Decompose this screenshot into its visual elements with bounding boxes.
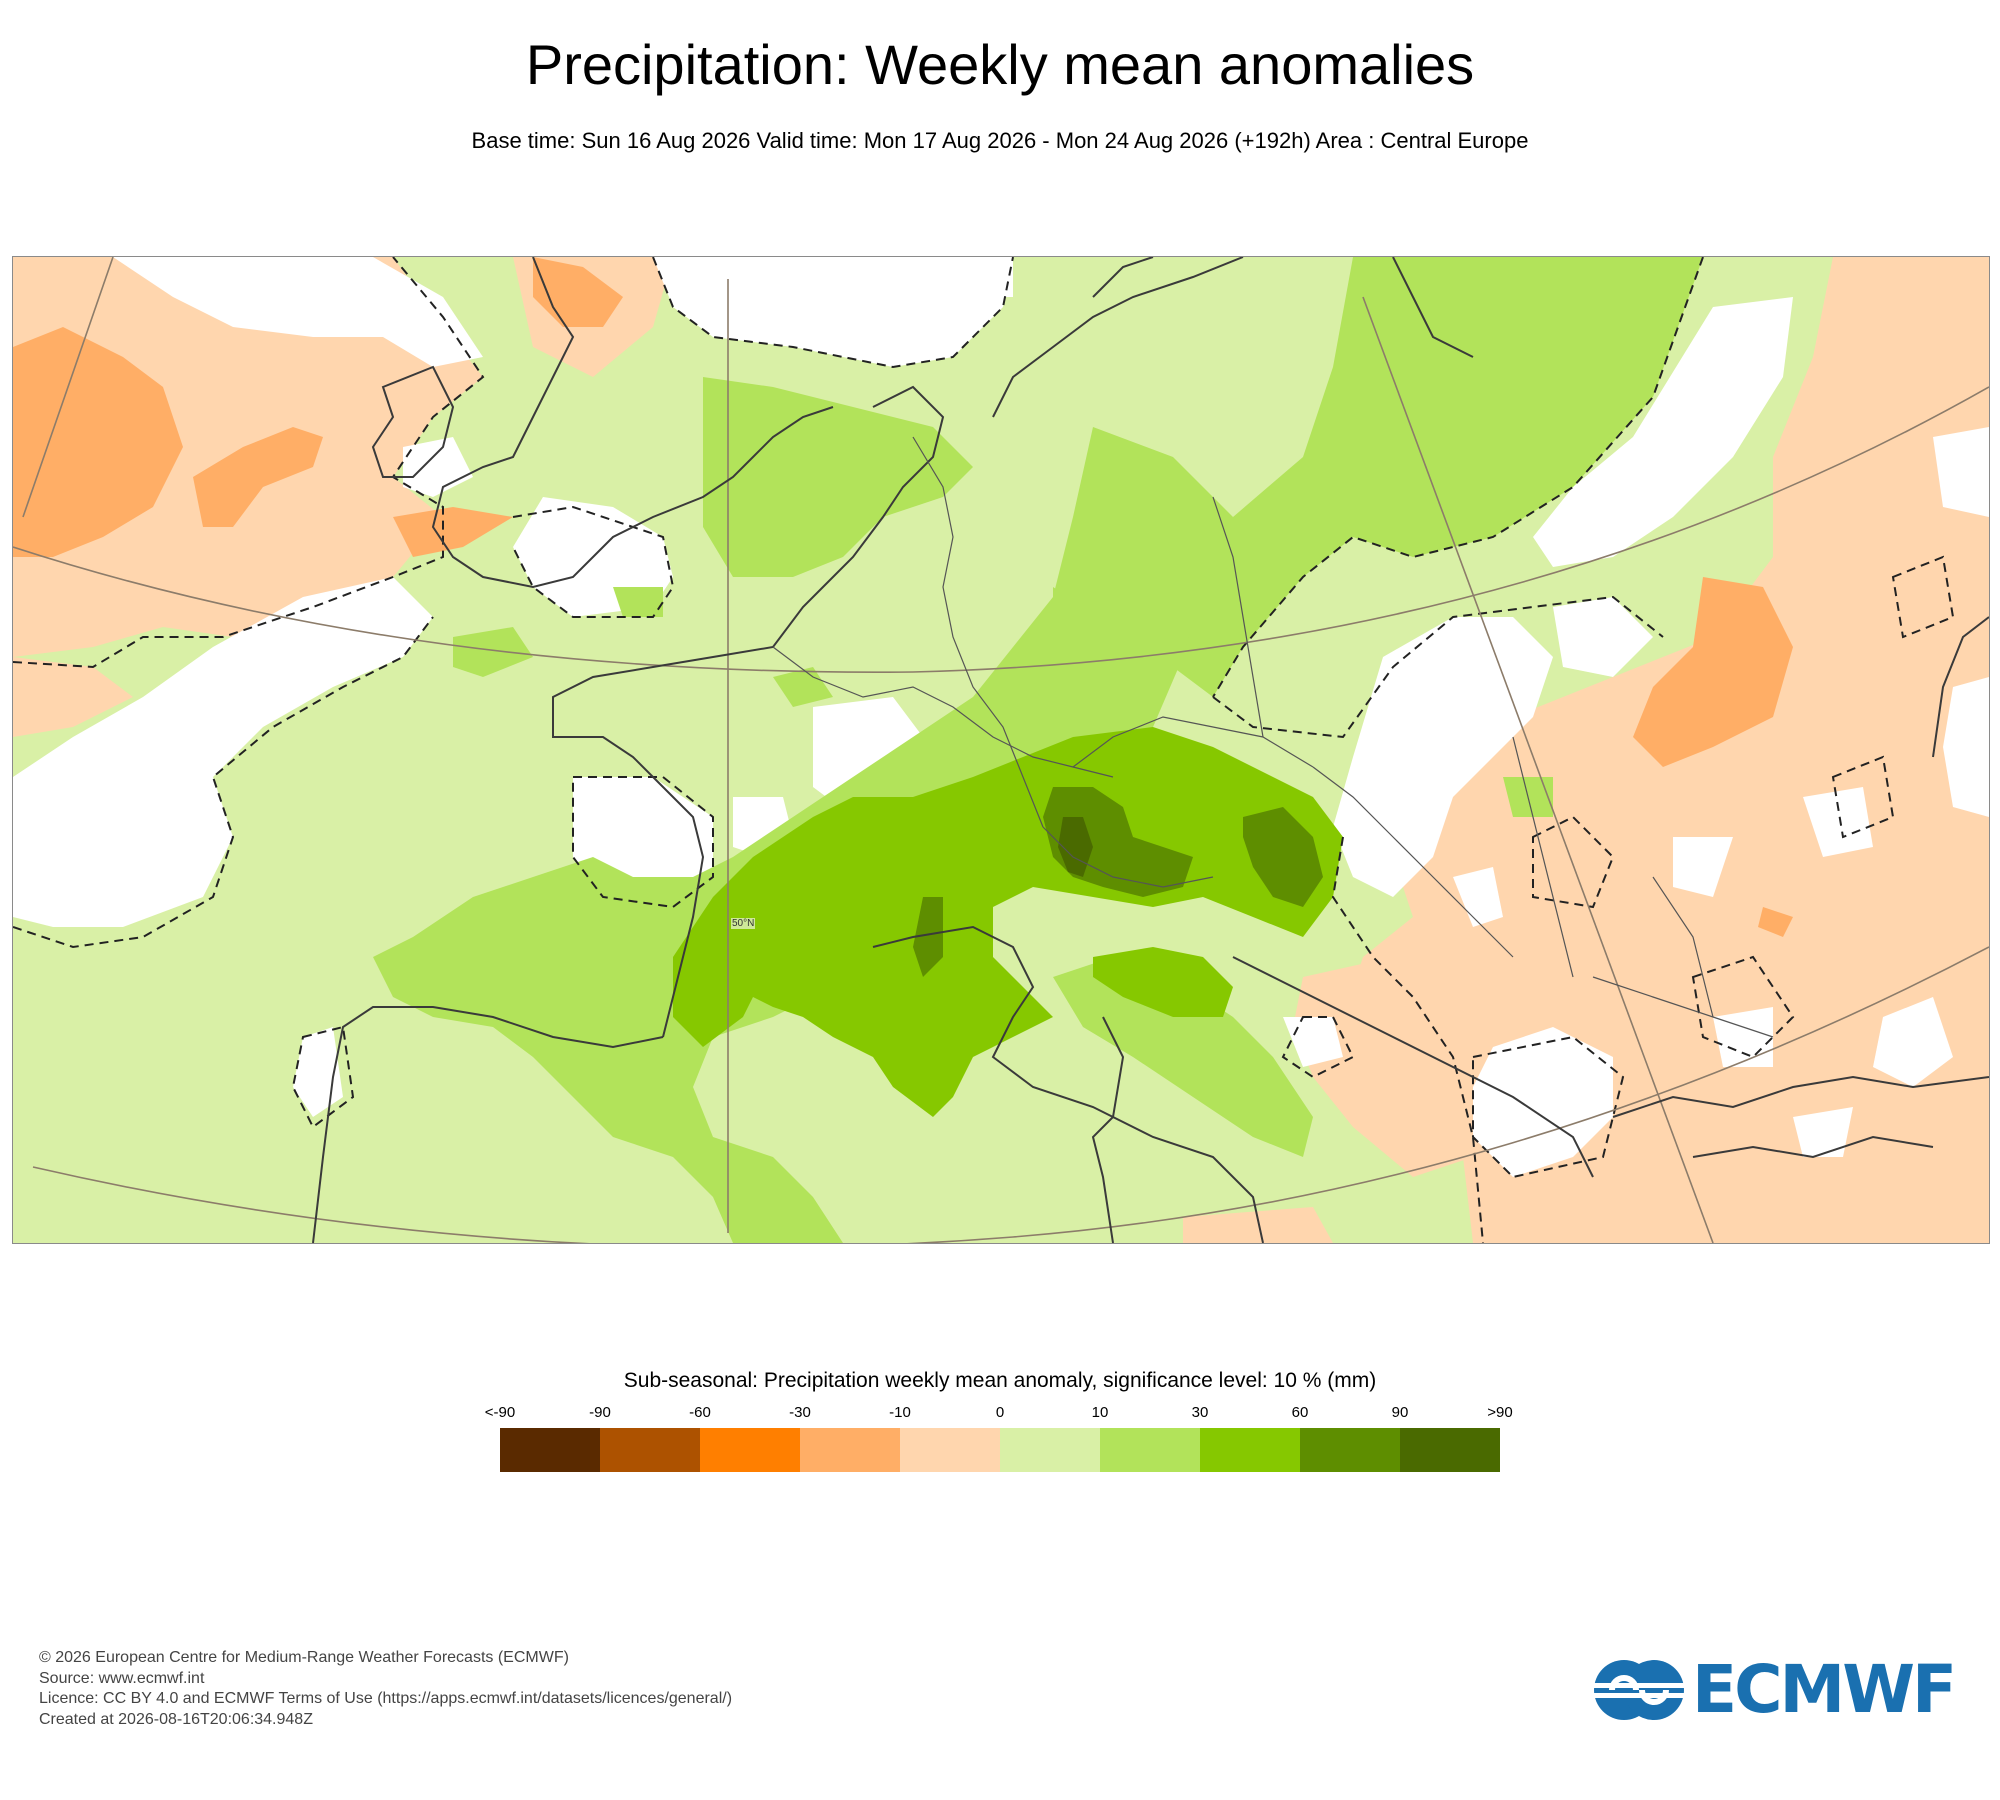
legend-tick-label: -30 <box>789 1404 811 1421</box>
map-canvas <box>13 257 1989 1243</box>
bright-green-regions <box>673 727 1343 1117</box>
ecmwf-logo-icon <box>1594 1660 1684 1720</box>
legend-colorbar <box>500 1428 1500 1472</box>
legend-tick-label: -90 <box>589 1404 611 1421</box>
footer-credits: © 2026 European Centre for Medium-Range … <box>39 1648 732 1730</box>
graticule <box>13 257 1989 1243</box>
graticule-label-50n: 50°N <box>731 918 756 929</box>
significance-contours <box>13 257 1955 1243</box>
ecmwf-logo: ECMWF <box>1590 1656 1962 1724</box>
anomaly-map[interactable]: 50°N <box>12 256 1990 1244</box>
legend-swatch <box>1000 1428 1100 1472</box>
legend-swatch <box>1100 1428 1200 1472</box>
legend-swatch <box>900 1428 1000 1472</box>
mid-orange-regions <box>13 257 1793 937</box>
legend-swatch <box>600 1428 700 1472</box>
footer-created: Created at 2026-08-16T20:06:34.948Z <box>39 1710 313 1728</box>
legend-swatch <box>1300 1428 1400 1472</box>
footer-licence: Licence: CC BY 4.0 and ECMWF Terms of Us… <box>39 1690 733 1707</box>
footer-copyright: © 2026 European Centre for Medium-Range … <box>39 1649 569 1666</box>
legend-swatch <box>800 1428 900 1472</box>
legend-tick-label: 90 <box>1391 1404 1409 1421</box>
page-subtitle: Base time: Sun 16 Aug 2026 Valid time: M… <box>471 128 1529 153</box>
legend-swatch <box>500 1428 600 1472</box>
legend-swatch <box>700 1428 800 1472</box>
legend-tick-label: -60 <box>689 1404 711 1421</box>
legend-tick-label: 10 <box>1091 1404 1109 1421</box>
page-title: Precipitation: Weekly mean anomalies <box>525 33 1475 96</box>
legend-tick-label: 60 <box>1291 1404 1309 1421</box>
legend-swatch <box>1200 1428 1300 1472</box>
legend-tick-label: <-90 <box>484 1404 516 1421</box>
ecmwf-logo-text: ECMWF <box>1692 1651 1957 1728</box>
country-borders <box>772 436 1774 1038</box>
legend-tick-label: 30 <box>1191 1404 1209 1421</box>
legend-tick-label: -10 <box>889 1404 911 1421</box>
legend-ticks: <-90 -90 -60 -30 -10 0 10 30 60 90 >90 <box>0 1404 2000 1424</box>
legend-swatch <box>1400 1428 1500 1472</box>
footer-source: Source: www.ecmwf.int <box>39 1669 205 1687</box>
legend-title: Sub-seasonal: Precipitation weekly mean … <box>623 1369 1377 1392</box>
legend-tick-label: >90 <box>1487 1404 1513 1421</box>
legend-tick-label: 0 <box>995 1404 1005 1421</box>
coastlines <box>312 257 1989 1243</box>
